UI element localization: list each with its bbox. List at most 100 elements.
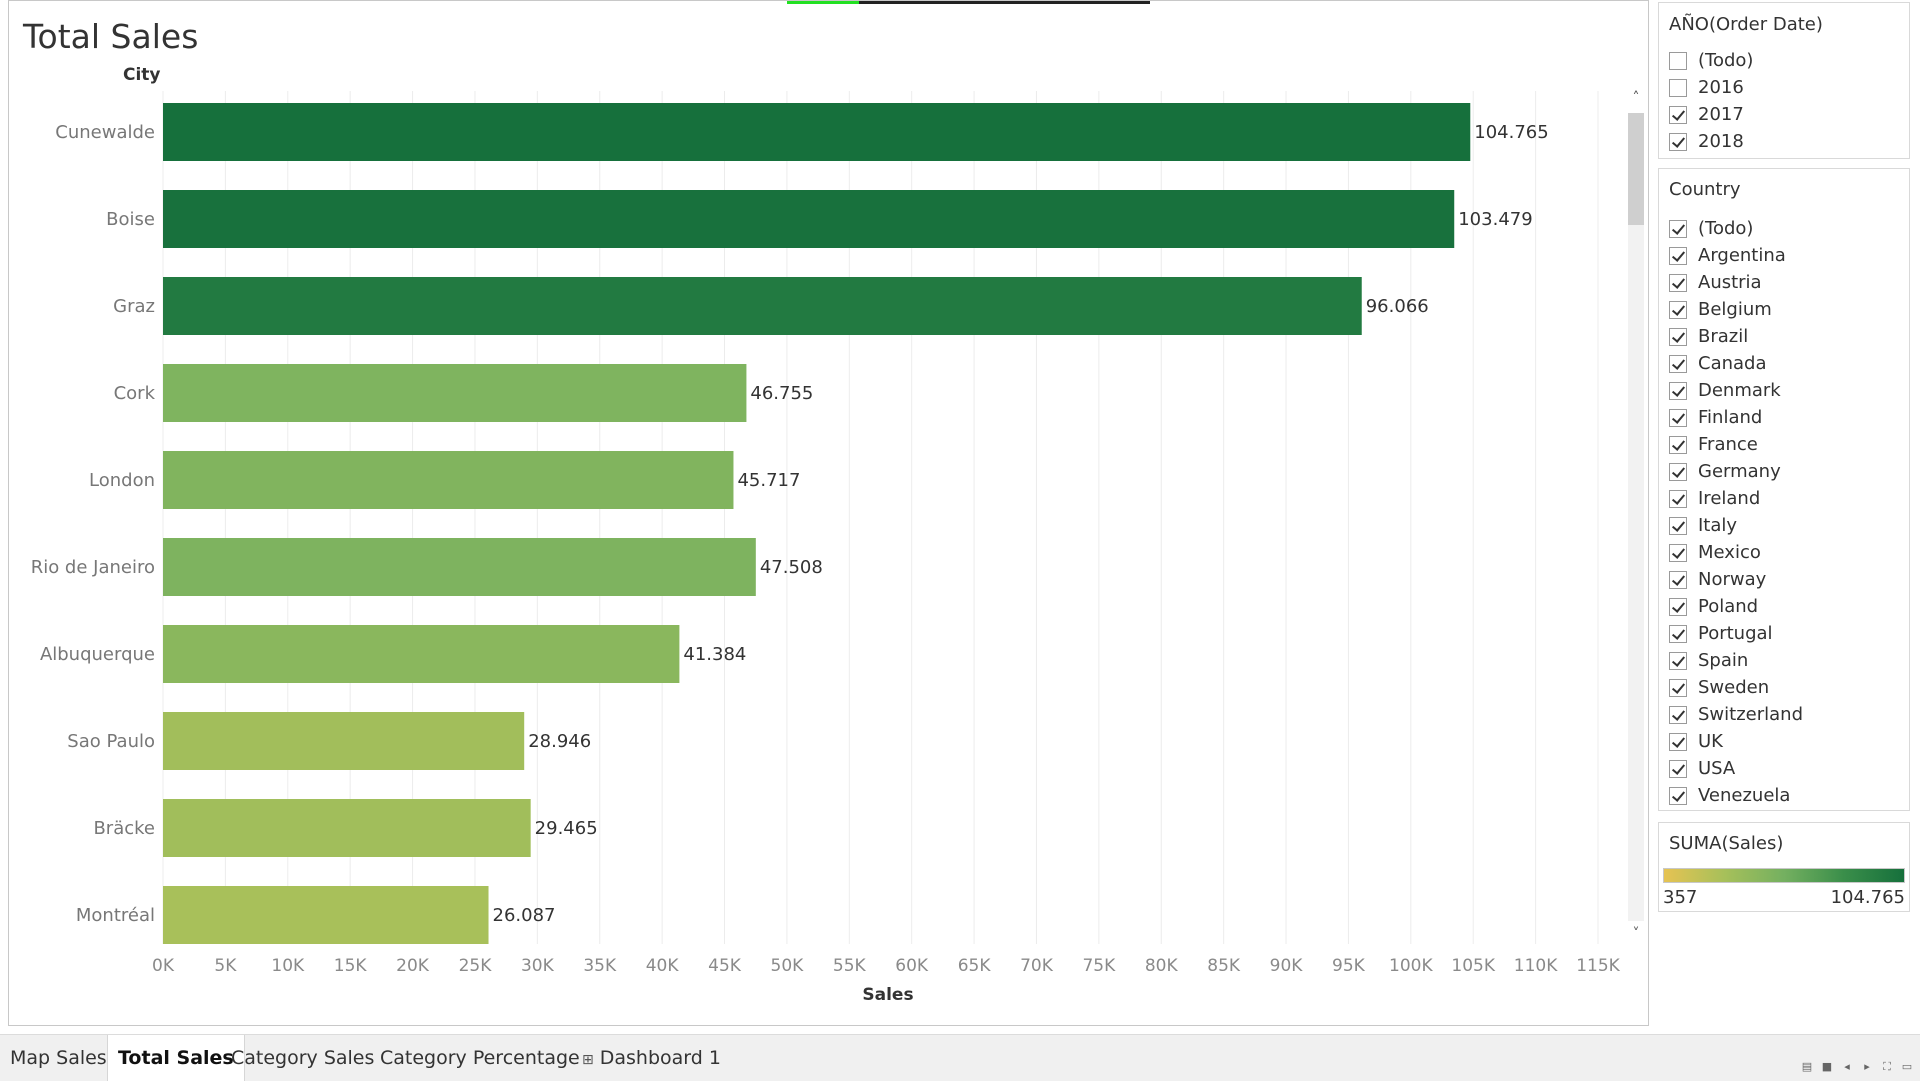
checkbox[interactable] <box>1669 132 1687 151</box>
tab-dashboard-1[interactable]: ⊞ Dashboard 1 <box>572 1035 731 1081</box>
tab-label: Dashboard 1 <box>599 1047 721 1069</box>
checkbox[interactable] <box>1669 462 1687 481</box>
country-filter-option[interactable]: Ireland <box>1659 485 1909 512</box>
country-filter-option-label: Denmark <box>1698 380 1781 401</box>
tab-controls: ▤ ■ ◂ ▸ ⛶ ▭ <box>1800 1061 1914 1073</box>
country-filter-option[interactable]: USA <box>1659 755 1909 782</box>
year-filter-option[interactable]: 2016 <box>1659 74 1909 101</box>
sheet-tab-bar: Map Sales Total Sales Category Sales Cat… <box>0 1034 1920 1081</box>
checkbox[interactable] <box>1669 786 1687 805</box>
country-filter-option-label: Venezuela <box>1698 785 1791 806</box>
country-filter-option[interactable]: Italy <box>1659 512 1909 539</box>
country-filter-option[interactable]: Portugal <box>1659 620 1909 647</box>
checkbox[interactable] <box>1669 327 1687 346</box>
checkbox[interactable] <box>1669 489 1687 508</box>
x-tick-label: 5K <box>214 956 237 976</box>
tab-label: Map Sales <box>10 1047 107 1069</box>
scroll-track[interactable] <box>1628 113 1644 921</box>
previous-sheet-icon[interactable]: ◂ <box>1844 1060 1850 1073</box>
checkbox[interactable] <box>1669 273 1687 292</box>
checkbox[interactable] <box>1669 105 1687 124</box>
color-legend-min: 357 <box>1663 887 1698 908</box>
country-filter-option-label: UK <box>1698 731 1723 752</box>
checkbox[interactable] <box>1669 219 1687 238</box>
country-filter-option[interactable]: Germany <box>1659 458 1909 485</box>
scroll-thumb[interactable] <box>1628 113 1644 225</box>
checkbox[interactable] <box>1669 705 1687 724</box>
year-filter-option-label: 2017 <box>1698 104 1744 125</box>
country-filter-option[interactable]: Sweden <box>1659 674 1909 701</box>
tab-map-sales[interactable]: Map Sales <box>0 1035 117 1081</box>
scroll-up-icon[interactable]: ˄ <box>1632 90 1640 106</box>
color-legend-max: 104.765 <box>1830 887 1905 908</box>
country-filter-option[interactable]: Finland <box>1659 404 1909 431</box>
country-filter-option[interactable]: Switzerland <box>1659 701 1909 728</box>
x-tick-label: 80K <box>1145 956 1179 976</box>
country-filter-option[interactable]: (Todo) <box>1659 215 1909 242</box>
country-filter-option-label: France <box>1698 434 1758 455</box>
checkbox[interactable] <box>1669 435 1687 454</box>
presentation-mode-icon[interactable]: ▭ <box>1901 1060 1913 1073</box>
tab-view-icon[interactable]: ■ <box>1821 1060 1833 1073</box>
checkbox[interactable] <box>1669 732 1687 751</box>
country-filter-option[interactable]: Spain <box>1659 647 1909 674</box>
checkbox[interactable] <box>1669 570 1687 589</box>
x-tick-label: 105K <box>1451 956 1495 976</box>
category-label: Cork <box>114 383 156 404</box>
scroll-down-icon[interactable]: ˅ <box>1632 926 1640 942</box>
checkbox[interactable] <box>1669 354 1687 373</box>
next-sheet-icon[interactable]: ▸ <box>1864 1060 1870 1073</box>
filmstrip-view-icon[interactable]: ▤ <box>1801 1060 1813 1073</box>
country-filter-option[interactable]: Venezuela <box>1659 782 1909 809</box>
country-filter-option[interactable]: Mexico <box>1659 539 1909 566</box>
country-filter-option[interactable]: Belgium <box>1659 296 1909 323</box>
country-filter-option[interactable]: Norway <box>1659 566 1909 593</box>
year-filter-option[interactable]: 2018 <box>1659 128 1909 155</box>
checkbox[interactable] <box>1669 624 1687 643</box>
country-filter-option[interactable]: Austria <box>1659 269 1909 296</box>
category-label: Cunewalde <box>55 122 155 143</box>
country-filter-option-label: (Todo) <box>1698 218 1754 239</box>
vertical-scrollbar[interactable]: ˄ ˅ <box>1624 89 1648 944</box>
checkbox[interactable] <box>1669 678 1687 697</box>
x-axis-title: Sales <box>862 985 914 1005</box>
x-tick-label: 95K <box>1332 956 1366 976</box>
year-filter-option[interactable]: 2017 <box>1659 101 1909 128</box>
checkbox[interactable] <box>1669 300 1687 319</box>
checkbox[interactable] <box>1669 408 1687 427</box>
tab-total-sales[interactable]: Total Sales <box>107 1035 245 1081</box>
checkbox[interactable] <box>1669 381 1687 400</box>
country-filter-option[interactable]: UK <box>1659 728 1909 755</box>
fullscreen-icon[interactable]: ⛶ <box>1883 1060 1891 1073</box>
checkbox[interactable] <box>1669 543 1687 562</box>
bar <box>163 712 525 770</box>
checkbox[interactable] <box>1669 246 1687 265</box>
checkbox[interactable] <box>1669 78 1687 97</box>
checkbox[interactable] <box>1669 516 1687 535</box>
country-filter-option[interactable]: Canada <box>1659 350 1909 377</box>
country-filter-option[interactable]: Argentina <box>1659 242 1909 269</box>
loading-progress-fill <box>787 1 859 4</box>
x-tick-label: 50K <box>771 956 805 976</box>
bar <box>163 886 489 944</box>
x-tick-label: 45K <box>708 956 742 976</box>
country-filter-option[interactable]: Brazil <box>1659 323 1909 350</box>
tab-category-percentage[interactable]: Category Percentage <box>370 1035 590 1081</box>
year-filter-option[interactable]: (Todo) <box>1659 47 1909 74</box>
checkbox[interactable] <box>1669 51 1687 70</box>
checkbox[interactable] <box>1669 651 1687 670</box>
data-label: 26.087 <box>493 905 556 926</box>
tab-category-sales[interactable]: Category Sales <box>221 1035 384 1081</box>
checkbox[interactable] <box>1669 597 1687 616</box>
country-filter-option[interactable]: France <box>1659 431 1909 458</box>
tab-label: Category Sales <box>231 1047 375 1069</box>
bar <box>163 103 1471 161</box>
color-legend-ramp <box>1663 868 1905 883</box>
country-filter-list: (Todo) Argentina Austria Belgium Brazil Canad… <box>1659 215 1909 809</box>
country-filter-option-label: Finland <box>1698 407 1763 428</box>
country-filter-option[interactable]: Denmark <box>1659 377 1909 404</box>
checkbox[interactable] <box>1669 759 1687 778</box>
country-filter-option-label: Poland <box>1698 596 1759 617</box>
data-label: 47.508 <box>760 557 823 578</box>
country-filter-option[interactable]: Poland <box>1659 593 1909 620</box>
